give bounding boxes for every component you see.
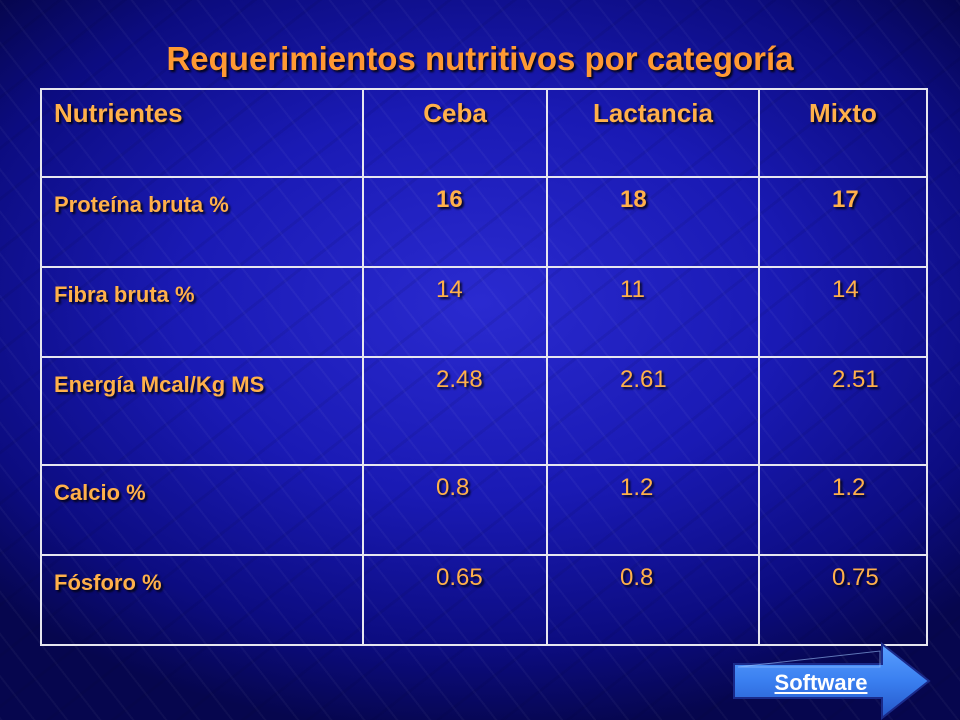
table-cell: 14 — [362, 266, 548, 358]
page-title: Requerimientos nutritivos por categoría — [166, 40, 794, 77]
software-link[interactable]: Software — [774, 670, 868, 695]
column-header-mixto: Mixto — [758, 88, 928, 178]
table-row: Calcio % 0.8 1.2 1.2 — [40, 464, 928, 556]
row-label: Calcio % — [40, 464, 364, 556]
table-cell: 0.75 — [758, 554, 928, 646]
table-cell: 2.48 — [362, 356, 548, 466]
column-header-lactancia: Lactancia — [546, 88, 760, 178]
table-row: Fósforo % 0.65 0.8 0.75 — [40, 554, 928, 646]
table-cell: 1.2 — [546, 464, 760, 556]
nutrient-table: Nutrientes Ceba Lactancia Mixto Proteína… — [40, 88, 928, 646]
table-cell: 11 — [546, 266, 760, 358]
table-row: Fibra bruta % 14 11 14 — [40, 266, 928, 358]
column-header-nutrientes: Nutrientes — [40, 88, 364, 178]
column-header-ceba: Ceba — [362, 88, 548, 178]
table-cell: 14 — [758, 266, 928, 358]
table-cell: 0.65 — [362, 554, 548, 646]
table-row: Energía Mcal/Kg MS 2.48 2.61 2.51 — [40, 356, 928, 466]
table-cell: 17 — [758, 176, 928, 268]
software-nav-button[interactable]: Software — [732, 642, 932, 720]
table-cell: 18 — [546, 176, 760, 268]
row-label: Fósforo % — [40, 554, 364, 646]
row-label: Proteína bruta % — [40, 176, 364, 268]
table-cell: 1.2 — [758, 464, 928, 556]
row-label: Energía Mcal/Kg MS — [40, 356, 364, 466]
table-cell: 2.51 — [758, 356, 928, 466]
row-label: Fibra bruta % — [40, 266, 364, 358]
table-cell: 16 — [362, 176, 548, 268]
table-cell: 0.8 — [546, 554, 760, 646]
arrow-right-icon — [733, 642, 931, 720]
table-row: Proteína bruta % 16 18 17 — [40, 176, 928, 268]
table-header-row: Nutrientes Ceba Lactancia Mixto — [40, 88, 928, 178]
table-cell: 2.61 — [546, 356, 760, 466]
table-cell: 0.8 — [362, 464, 548, 556]
